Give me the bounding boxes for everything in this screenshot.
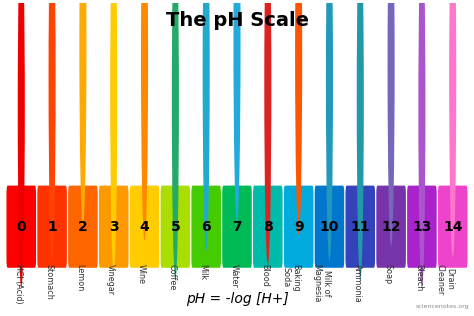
Text: Lemon: Lemon [75, 264, 84, 291]
FancyBboxPatch shape [68, 185, 98, 268]
FancyBboxPatch shape [407, 185, 437, 268]
FancyBboxPatch shape [99, 185, 128, 268]
Text: Blood: Blood [260, 264, 269, 287]
FancyBboxPatch shape [315, 185, 344, 268]
Text: 5: 5 [171, 220, 180, 234]
Text: Milk: Milk [199, 264, 208, 280]
Text: 4: 4 [140, 220, 149, 234]
Text: 1: 1 [47, 220, 57, 234]
Text: Water: Water [229, 264, 238, 288]
Ellipse shape [357, 0, 364, 280]
Text: Vinegar: Vinegar [106, 264, 115, 295]
Text: Bleach: Bleach [414, 264, 423, 291]
Text: Drain
Cleaner: Drain Cleaner [436, 264, 454, 295]
Text: 14: 14 [443, 220, 463, 234]
Text: The pH Scale: The pH Scale [165, 11, 309, 30]
Text: HCl (Acid): HCl (Acid) [14, 264, 23, 303]
Text: 3: 3 [109, 220, 118, 234]
Ellipse shape [295, 0, 302, 234]
Text: 13: 13 [412, 220, 432, 234]
Text: 10: 10 [320, 220, 339, 234]
Text: Stomach: Stomach [45, 264, 54, 299]
FancyBboxPatch shape [222, 185, 252, 268]
Ellipse shape [326, 0, 333, 261]
Ellipse shape [419, 0, 426, 288]
Text: Coffee: Coffee [168, 264, 177, 290]
Ellipse shape [449, 0, 456, 257]
Text: pH = -log [H+]: pH = -log [H+] [186, 292, 288, 307]
Text: 8: 8 [263, 220, 273, 234]
Text: sciencenotes.org: sciencenotes.org [416, 304, 470, 309]
FancyBboxPatch shape [376, 185, 406, 268]
FancyBboxPatch shape [438, 185, 467, 268]
Text: 11: 11 [351, 220, 370, 234]
Ellipse shape [264, 0, 271, 265]
FancyBboxPatch shape [130, 185, 159, 268]
Text: Ammonia: Ammonia [353, 264, 362, 302]
FancyBboxPatch shape [346, 185, 375, 268]
Ellipse shape [18, 0, 25, 288]
Ellipse shape [141, 0, 148, 241]
Text: Wine: Wine [137, 264, 146, 284]
FancyBboxPatch shape [191, 185, 221, 268]
Ellipse shape [79, 0, 86, 226]
Ellipse shape [110, 0, 117, 271]
Text: 12: 12 [382, 220, 401, 234]
Ellipse shape [388, 0, 395, 247]
Text: Soap: Soap [383, 264, 392, 284]
FancyBboxPatch shape [7, 185, 36, 268]
Text: 9: 9 [294, 220, 303, 234]
Text: 7: 7 [232, 220, 242, 234]
Text: 2: 2 [78, 220, 88, 234]
FancyBboxPatch shape [253, 185, 283, 268]
Text: Milk of
Magnesia: Milk of Magnesia [312, 264, 331, 302]
FancyBboxPatch shape [284, 185, 313, 268]
Ellipse shape [48, 0, 55, 259]
Text: Baking
Soda: Baking Soda [282, 264, 300, 291]
FancyBboxPatch shape [37, 185, 67, 268]
Ellipse shape [203, 0, 210, 251]
Text: 0: 0 [17, 220, 26, 234]
Ellipse shape [172, 0, 179, 280]
FancyBboxPatch shape [161, 185, 190, 268]
Ellipse shape [234, 0, 240, 222]
Text: 6: 6 [201, 220, 211, 234]
